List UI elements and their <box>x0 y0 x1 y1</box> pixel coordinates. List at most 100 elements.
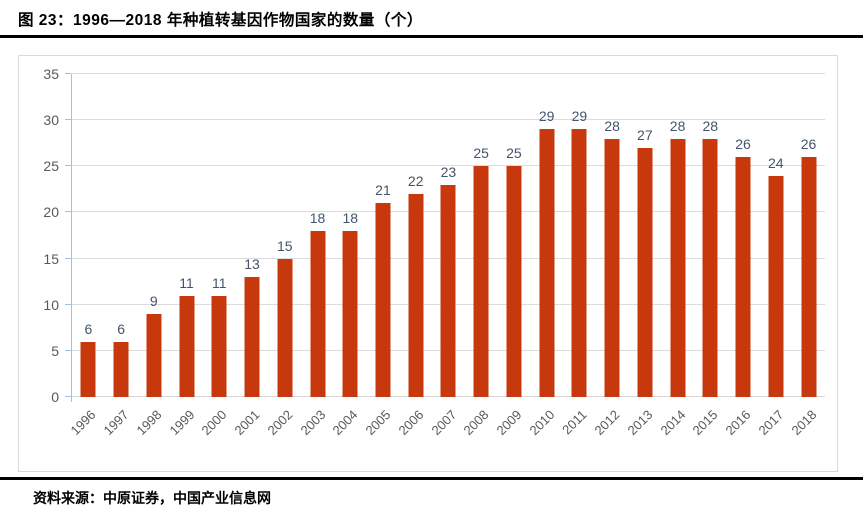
bar-value-label: 13 <box>244 256 260 273</box>
bar <box>310 230 325 397</box>
bar-value-label: 25 <box>506 145 522 162</box>
x-tick-label: 2012 <box>591 407 623 439</box>
gridline <box>71 165 825 167</box>
title-divider <box>0 35 863 38</box>
y-tick-label: 25 <box>43 158 59 175</box>
bar-column: 28 2014 <box>657 74 694 438</box>
x-tick-label: 2018 <box>788 407 820 439</box>
bar-column: 29 2011 <box>560 74 596 437</box>
bar-value-label: 9 <box>149 292 158 309</box>
figure-title: 图 23：1996—2018 年种植转基因作物国家的数量（个） <box>18 12 423 29</box>
bar <box>375 203 391 397</box>
y-tick-label: 10 <box>43 296 59 313</box>
y-tick-label: 15 <box>43 250 59 267</box>
bar <box>277 258 293 397</box>
bar-column: 22 2006 <box>395 74 432 438</box>
footer-divider <box>0 477 863 480</box>
x-tick-label: 2014 <box>657 407 689 439</box>
bar-column: 25 2008 <box>461 74 498 438</box>
bar-value-label: 29 <box>571 108 588 125</box>
x-tick-label: 2007 <box>428 407 460 439</box>
bar-column: 28 2012 <box>592 74 629 438</box>
bar-value-label: 21 <box>375 182 391 199</box>
source-note: 资料来源：中原证券，中国产业信息网 <box>33 492 271 507</box>
bar <box>604 138 620 397</box>
bar-value-label: 25 <box>473 145 489 162</box>
plot-area: 0 5 10 15 20 25 30 35 6 1996 6 1997 9 1998 11 1999 11 200… <box>43 66 825 439</box>
y-tick-label: 30 <box>43 112 59 129</box>
x-tick-label: 2016 <box>722 407 754 439</box>
bar <box>113 341 129 397</box>
bar <box>342 230 358 397</box>
y-tick-label: 20 <box>43 204 59 221</box>
bar-columns: 6 1996 6 1997 9 1998 11 1999 11 2000 13 2001 15 2002 1… <box>68 74 825 439</box>
bar-column: 29 2010 <box>526 74 563 438</box>
x-tick-label: 2004 <box>329 407 361 439</box>
bar <box>768 175 784 397</box>
bar <box>440 184 456 397</box>
y-axis-tick <box>65 73 71 74</box>
bar-column: 26 2016 <box>723 74 760 438</box>
x-tick-label: 2013 <box>624 407 656 439</box>
bar-value-label: 18 <box>342 209 359 226</box>
bar-value-label: 29 <box>538 108 555 125</box>
bar-value-label: 22 <box>407 172 424 189</box>
bar-value-label: 15 <box>276 237 293 254</box>
bar-column: 26 2018 <box>788 74 825 438</box>
bar <box>702 138 718 397</box>
x-tick-label: 2001 <box>231 407 263 439</box>
y-axis-tick <box>65 349 71 351</box>
bar-value-label: 26 <box>800 136 817 153</box>
y-axis-line <box>71 74 72 402</box>
bar <box>571 129 587 397</box>
bar <box>637 147 653 397</box>
bar-column: 18 2004 <box>330 74 367 438</box>
y-tick-label: 0 <box>51 389 59 405</box>
x-tick-label: 2002 <box>264 407 296 439</box>
gridline <box>71 119 825 121</box>
bar-column: 6 1996 <box>68 74 105 438</box>
gridline <box>71 73 825 74</box>
bar <box>146 313 162 397</box>
bar <box>670 138 686 397</box>
bar-value-label: 28 <box>702 117 719 134</box>
bar <box>80 341 96 397</box>
bar-value-label: 28 <box>604 117 620 134</box>
bar <box>473 166 489 397</box>
bar-value-label: 23 <box>440 163 457 180</box>
x-tick-label: 2005 <box>362 407 394 439</box>
bar-column: 24 2017 <box>755 74 792 439</box>
y-axis-tick <box>65 396 71 397</box>
y-axis-tick <box>65 165 71 167</box>
bar-value-label: 6 <box>84 320 93 337</box>
bar-column: 25 2009 <box>493 74 531 438</box>
bar <box>801 157 817 397</box>
bar <box>408 193 424 397</box>
x-tick-label: 1997 <box>100 407 132 439</box>
bar-column: 15 2002 <box>264 74 301 438</box>
y-tick-label: 35 <box>43 66 59 82</box>
y-axis-tick <box>65 211 71 213</box>
bar <box>539 129 555 397</box>
bar <box>244 277 260 397</box>
x-tick-label: 1998 <box>133 407 165 439</box>
bar-column: 21 2005 <box>363 74 400 438</box>
y-axis-tick <box>65 257 71 259</box>
x-tick-label: 2008 <box>460 407 492 439</box>
x-tick-label: 2000 <box>198 407 230 439</box>
bar <box>179 295 195 397</box>
x-tick-label: 2017 <box>755 407 787 439</box>
bar-value-label: 11 <box>212 274 227 291</box>
x-tick-label: 2006 <box>395 407 427 439</box>
bar-value-label: 11 <box>179 274 194 291</box>
bar-value-label: 18 <box>309 209 326 226</box>
x-tick-label: 1999 <box>166 407 198 439</box>
bar-value-label: 26 <box>735 136 751 153</box>
y-axis-tick <box>65 119 71 121</box>
bar-column: 27 2013 <box>624 74 661 438</box>
bar-column: 9 1998 <box>133 74 170 438</box>
bar-column: 23 2007 <box>428 74 465 438</box>
bar-column: 28 2015 <box>690 74 727 438</box>
bar <box>211 295 227 397</box>
chart-area: 0 5 10 15 20 25 30 35 6 1996 6 1997 9 1998 11 1999 11 200… <box>18 55 838 472</box>
